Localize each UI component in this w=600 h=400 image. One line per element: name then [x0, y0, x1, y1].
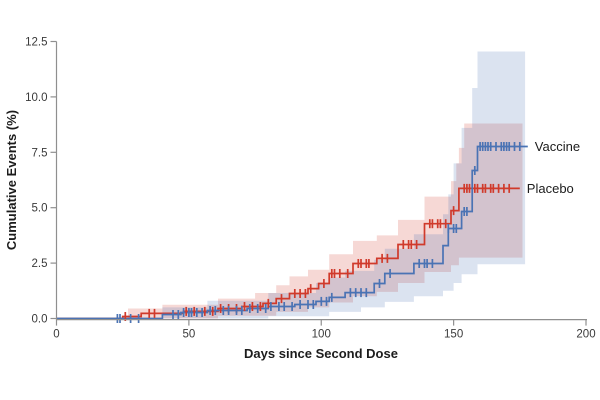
x-axis-title: Days since Second Dose [244, 346, 398, 361]
axes [50, 40, 587, 326]
vaccine-ci-band [162, 51, 526, 319]
y-tick-label: 10.0 [25, 92, 47, 104]
x-tick-label: 100 [312, 329, 331, 341]
tick-labels: 0.0 2.5 5.0 7.5 10.0 12.5 0 50 100 150 200 [25, 37, 595, 341]
y-tick-label: 0.0 [32, 314, 48, 326]
series-end-labels: Placebo Vaccine [527, 139, 580, 196]
x-tick-label: 200 [576, 329, 595, 341]
y-tick-label: 5.0 [32, 203, 48, 215]
y-tick-label: 7.5 [32, 147, 48, 159]
placebo-ci-band [128, 123, 523, 319]
y-tick-label: 12.5 [25, 37, 47, 49]
y-tick-label: 2.5 [32, 258, 48, 270]
x-tick-label: 150 [444, 329, 463, 341]
placebo-series-label: Placebo [527, 181, 574, 196]
vaccine-series-label: Vaccine [535, 139, 580, 154]
confidence-bands [128, 51, 526, 319]
vaccine-curve [56, 145, 528, 320]
x-tick-label: 0 [53, 329, 59, 341]
y-axis-title: Cumulative Events (%) [4, 110, 19, 250]
censor-marks [116, 142, 521, 323]
x-tick-label: 50 [182, 329, 195, 341]
